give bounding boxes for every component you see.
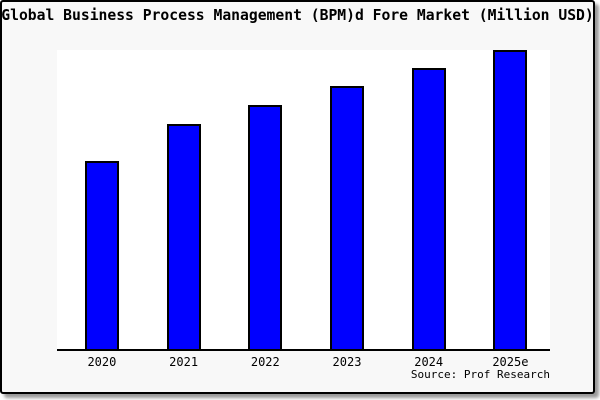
x-tick-2024: 2024: [414, 355, 444, 369]
source-label: Source: Prof Research: [410, 368, 550, 381]
bar-2024: [411, 68, 446, 349]
x-tick-2025e: 2025e: [492, 355, 529, 369]
bar-2022: [248, 105, 283, 349]
x-tick-2020: 2020: [87, 355, 117, 369]
plot-area: 2020 2021 2022 2023 2024 2025e: [57, 50, 550, 369]
chart-card: Global Business Process Management (BPM)…: [0, 0, 595, 394]
chart-title-text: Global Business Process Management (BPM)…: [2, 7, 593, 24]
chart-title: Global Business Process Management (BPM)…: [2, 7, 593, 27]
x-tick-2022: 2022: [250, 355, 280, 369]
bar-2023: [330, 86, 364, 349]
x-tick-2023: 2023: [332, 355, 362, 369]
bar-2025e: [493, 50, 528, 349]
bar-2020: [84, 161, 119, 349]
bar-2021: [166, 124, 201, 349]
x-tick-2021: 2021: [169, 355, 199, 369]
